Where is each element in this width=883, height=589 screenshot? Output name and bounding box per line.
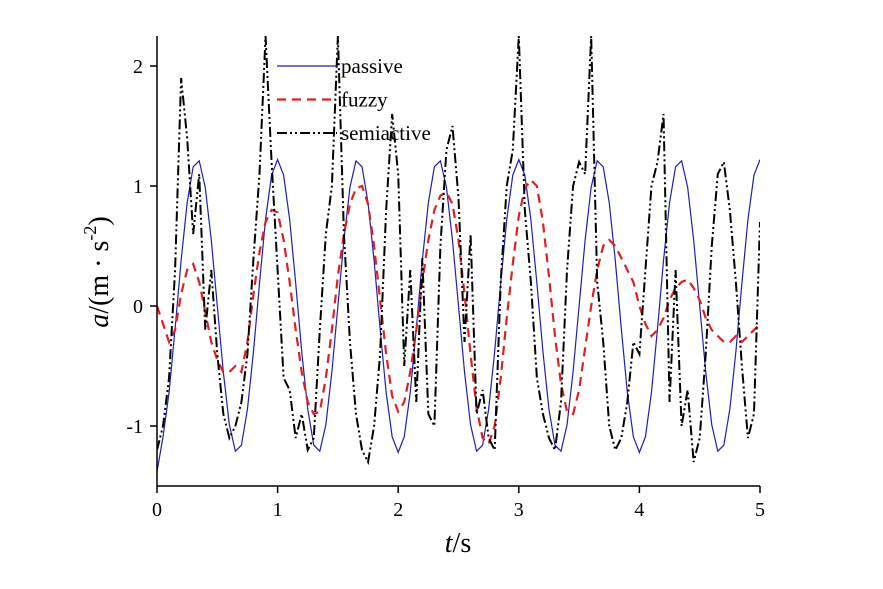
- series-line: [157, 36, 760, 466]
- x-tick-label: 1: [273, 499, 283, 521]
- series-line: [157, 157, 760, 472]
- x-tick-label: 2: [393, 499, 403, 521]
- y-label-part: a: [84, 314, 115, 328]
- y-axis-label: a/(m · s-2): [80, 216, 115, 327]
- legend-label: fuzzy: [341, 88, 388, 112]
- y-label-part: ): [84, 216, 115, 225]
- x-tick-label: 4: [634, 499, 644, 521]
- y-label-part: /(m · s: [84, 241, 115, 314]
- y-tick-label: 1: [133, 176, 143, 198]
- y-tick-label: 0: [133, 296, 143, 318]
- x-axis-label: t/s: [445, 528, 471, 559]
- y-label-part: -2: [80, 226, 100, 241]
- x-tick-label: 5: [755, 499, 765, 521]
- legend-label: semiactive: [341, 121, 431, 145]
- series-line: [157, 178, 760, 447]
- y-tick-label: 2: [133, 56, 143, 78]
- plot-area: [157, 36, 760, 472]
- x-label-part: /s: [453, 528, 472, 559]
- x-tick-label: 3: [514, 499, 524, 521]
- y-tick-label: -1: [126, 416, 143, 438]
- x-label-part: t: [445, 528, 454, 559]
- legend-label: passive: [341, 54, 403, 78]
- x-tick-label: 0: [152, 499, 162, 521]
